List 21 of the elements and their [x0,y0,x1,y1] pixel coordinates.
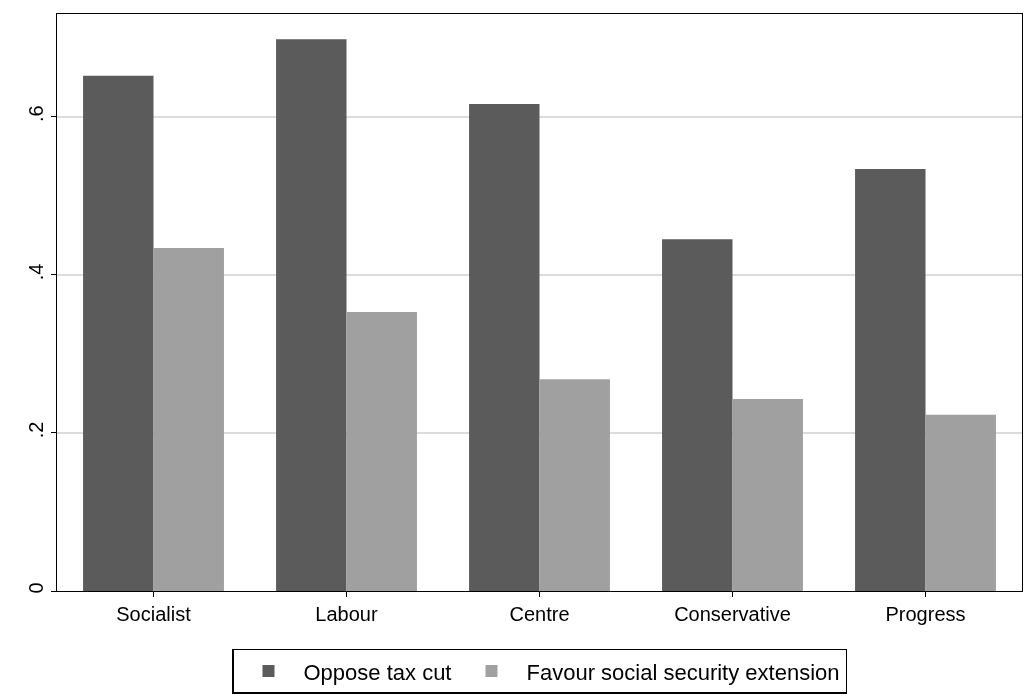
bar [83,75,154,591]
bar [662,239,733,591]
x-tick-label: Centre [509,603,570,625]
bar [925,414,996,591]
x-tick-label: Socialist [116,603,192,625]
legend-label: Favour social security extension [526,659,840,685]
y-tick-label: .2 [25,421,47,439]
y-tick-label: .6 [25,105,47,123]
bar [153,247,224,591]
y-tick-label: 0 [25,582,47,594]
x-tick-label: Conservative [674,603,791,625]
x-tick-label: Labour [315,603,378,625]
bar [732,398,803,591]
bar [539,379,610,591]
legend-label: Oppose tax cut [303,659,452,685]
x-tick-label: Progress [885,603,966,625]
y-tick-label: .4 [25,263,47,281]
bar [346,311,417,591]
bar [276,39,347,591]
bar [855,168,926,591]
bar [469,104,540,591]
